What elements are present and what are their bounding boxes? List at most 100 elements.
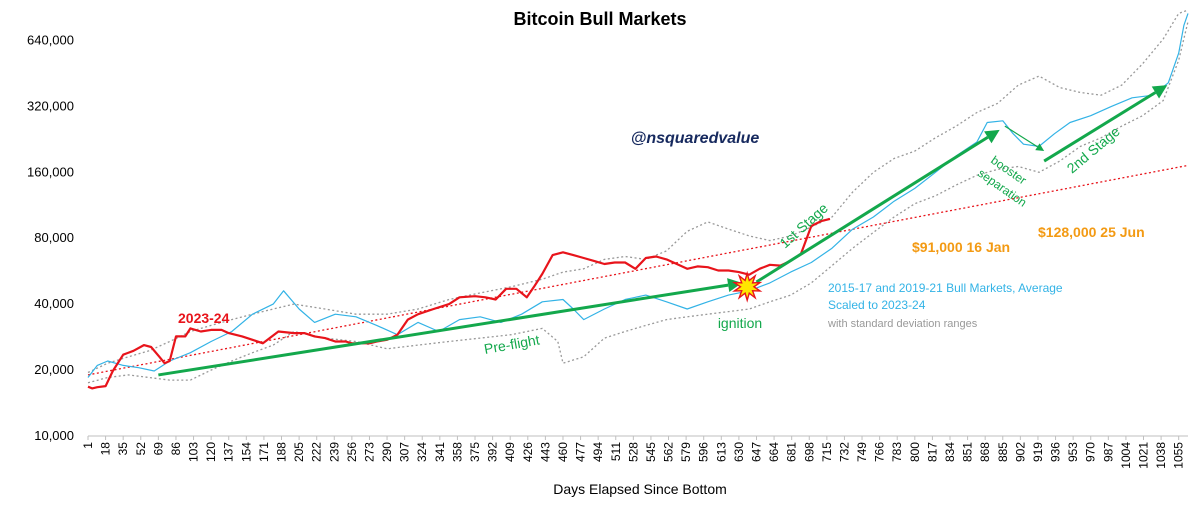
arrow-pre-flight [158,283,729,377]
x-tick-label: 273 [362,442,376,462]
x-tick-label: 52 [134,442,148,456]
x-tick-label: 341 [433,442,447,462]
x-tick-label: 239 [327,442,341,462]
y-tick-label: 10,000 [34,428,74,443]
handle-label: @nsquaredvalue [631,130,760,147]
arrow-booster-separation [1004,125,1038,148]
series-label-2023-24: 2023-24 [178,310,230,326]
x-tick-label: 392 [486,442,500,462]
arrow-1st-stage [755,135,989,284]
x-tick-label: 664 [767,442,781,462]
x-tick-label: 256 [345,442,359,462]
x-tick-label: 35 [116,442,130,456]
y-tick-label: 20,000 [34,362,74,377]
x-tick-label: 426 [521,442,535,462]
series-line-2015-17-and-2019-21-bull-markets-average-scaled-to-2023-24 [87,13,1189,378]
x-tick-label: 732 [837,442,851,462]
legend-line-1: 2015-17 and 2019-21 Bull Markets, Averag… [828,281,1063,295]
ignition-label: ignition [718,315,762,331]
x-tick-label: 1021 [1137,442,1151,469]
x-tick-label: 290 [380,442,394,462]
x-tick-label: 528 [626,442,640,462]
x-tick-label: 409 [503,442,517,462]
arrow-2nd-stage [1043,91,1157,163]
x-tick-label: 18 [99,442,113,456]
x-tick-label: 868 [978,442,992,462]
x-tick-label: 715 [820,442,834,462]
y-tick-label: 160,000 [27,164,74,179]
x-tick-label: 222 [310,442,324,462]
x-tick-label: 511 [609,442,623,461]
x-tick-label: 800 [908,442,922,462]
y-tick-label: 320,000 [27,98,74,113]
x-axis-title: Days Elapsed Since Bottom [553,481,727,497]
arrow-1st-stage-head [984,129,1000,144]
x-tick-label: 919 [1031,442,1045,462]
x-tick-label: 171 [257,442,271,462]
x-tick-label: 834 [943,442,957,462]
y-tick-label: 80,000 [34,230,74,245]
x-tick-label: 137 [222,442,236,462]
x-tick-label: 766 [873,442,887,462]
x-tick-label: 69 [151,442,165,456]
x-tick-label: 613 [714,442,728,462]
x-tick-label: 885 [996,442,1010,462]
x-tick-label: 698 [802,442,816,462]
x-tick-label: 902 [1013,442,1027,462]
x-tick-label: 460 [556,442,570,462]
x-tick-label: 103 [187,442,201,462]
x-tick-label: 936 [1049,442,1063,462]
x-tick-label: 205 [292,442,306,462]
x-tick-label: 545 [644,442,658,462]
arrow-2nd-stage-head [1151,85,1168,99]
arrow-pre-flight-head [727,278,742,293]
label-layer: Days Elapsed Since Bottom @nsquaredvalue… [178,123,1145,497]
chart-title: Bitcoin Bull Markets [513,9,686,29]
ignition-burst-core-icon [736,275,758,298]
x-tick-label: 120 [204,442,218,462]
legend-line-3: with standard deviation ranges [827,318,978,330]
x-tick-label: 1004 [1119,442,1133,469]
x-tick-label: 324 [415,442,429,462]
y-tick-label: 40,000 [34,296,74,311]
series-line-2023-24 [87,217,831,390]
x-tick-label: 188 [275,442,289,462]
x-tick-label: 562 [662,442,676,462]
x-tick-label: 953 [1066,442,1080,462]
x-tick-label: 307 [398,442,412,462]
x-tick-label: 443 [538,442,552,462]
x-tick-label: 494 [591,442,605,462]
x-tick-label: 477 [574,442,588,462]
x-tick-label: 1 [81,442,95,449]
arrow-layer [158,85,1168,377]
x-tick-label: 681 [785,442,799,462]
x-axis: 1 18 35 52 69 86 103 120 137 154 171 188 205 222 239 25… [81,435,1188,469]
x-tick-label: 987 [1101,442,1115,462]
y-axis: 10,000 20,000 40,000 80,000 160,000 320,000 64… [27,32,74,443]
price-label-jan: $91,000 16 Jan [912,239,1010,255]
price-label-jun: $128,000 25 Jun [1038,224,1145,240]
x-tick-label: 358 [450,442,464,462]
series-layer [87,9,1189,390]
x-tick-label: 647 [749,442,763,462]
x-tick-label: 86 [169,442,183,456]
x-tick-label: 579 [679,442,693,462]
x-tick-label: 783 [890,442,904,462]
preflight-label: Pre-flight [483,331,541,357]
x-tick-label: 1038 [1154,442,1168,469]
x-tick-label: 1055 [1172,442,1186,469]
series-line-upper-standard-deviation [87,9,1189,374]
y-tick-label: 640,000 [27,32,74,47]
arrow-booster-separation-head [1035,143,1045,152]
x-tick-label: 375 [468,442,482,462]
x-tick-label: 154 [239,442,253,462]
x-tick-label: 596 [697,442,711,462]
x-tick-label: 851 [961,442,975,462]
x-tick-label: 630 [732,442,746,462]
x-tick-label: 970 [1084,442,1098,462]
x-tick-label: 749 [855,442,869,462]
x-tick-label: 817 [925,442,939,462]
series-line-trend [87,164,1189,376]
